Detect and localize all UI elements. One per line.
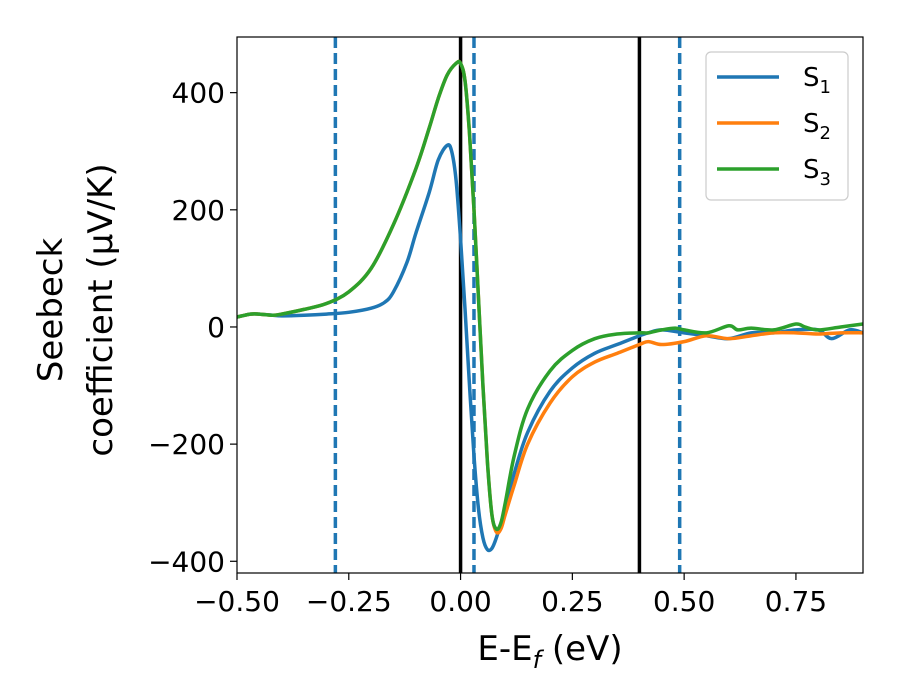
x-tick-label: −0.25 (306, 585, 392, 618)
y-tick-label: −400 (148, 545, 225, 578)
plot-frame (236, 36, 864, 574)
y-tick-label: 400 (172, 77, 225, 110)
x-axis-label: E-Ef (eV) (477, 629, 622, 674)
legend-box (705, 51, 849, 201)
y-axis-label-line1: Seebeck (31, 238, 71, 383)
x-axis: −0.50 −0.25 0.00 0.25 0.50 0.75 (194, 573, 827, 618)
legend-label-s3: S3 (803, 155, 831, 190)
series-line-s3 (237, 59, 863, 532)
y-tick-label: 0 (207, 311, 225, 344)
legend-label-s1: S1 (803, 63, 831, 98)
plot-area (237, 37, 863, 573)
y-axis: −400 −200 0 200 400 (148, 77, 237, 578)
y-tick-label: −200 (148, 428, 225, 461)
x-tick-label: 0.75 (765, 585, 827, 618)
y-tick-label: 200 (172, 194, 225, 227)
x-tick-label: 0.50 (653, 585, 715, 618)
legend: S1 S2 S3 (705, 51, 849, 201)
y-axis-label-line2: coefficient (μV/K) (81, 163, 121, 456)
x-tick-label: −0.50 (194, 585, 280, 618)
legend-label-s2: S2 (803, 109, 831, 144)
series-line-s1 (237, 143, 863, 553)
x-tick-label: 0.00 (429, 585, 491, 618)
x-tick-label: 0.25 (541, 585, 603, 618)
